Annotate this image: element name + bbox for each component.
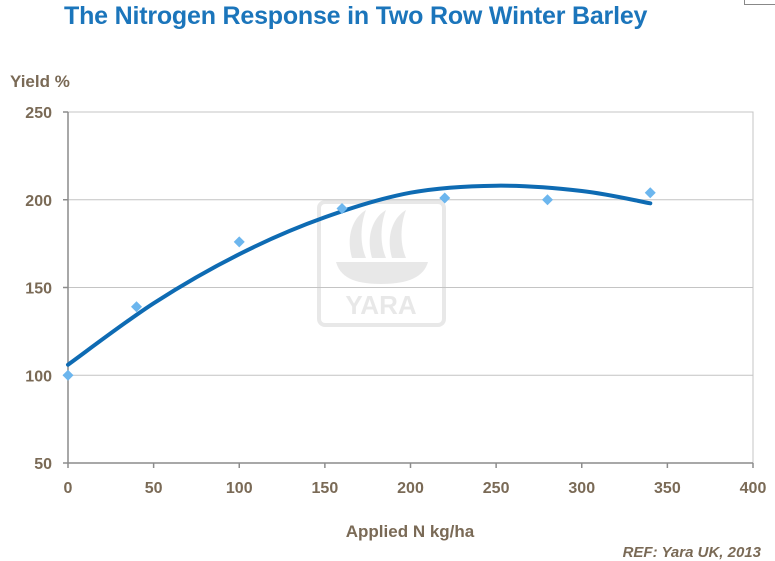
y-tick-label-150: 150 xyxy=(25,281,52,298)
y-tick-label-50: 50 xyxy=(34,456,52,473)
y-tick-label-100: 100 xyxy=(25,368,52,385)
x-tick-label-350: 350 xyxy=(654,480,681,497)
chart-title: The Nitrogen Response in Two Row Winter … xyxy=(64,2,648,30)
reference-note: REF: Yara UK, 2013 xyxy=(622,544,761,561)
corner-frame xyxy=(744,0,775,5)
x-tick-label-150: 150 xyxy=(312,480,339,497)
y-tick-label-250: 250 xyxy=(25,105,52,122)
data-point-0 xyxy=(62,369,74,381)
x-tick-label-300: 300 xyxy=(568,480,595,497)
data-point-280 xyxy=(542,194,553,206)
x-tick-label-50: 50 xyxy=(145,480,163,497)
data-point-220 xyxy=(439,192,451,204)
data-point-40 xyxy=(131,301,142,313)
trend-curve xyxy=(66,183,653,367)
y-tick-label-200: 200 xyxy=(25,193,52,210)
data-point-160 xyxy=(336,203,348,215)
x-tick-label-400: 400 xyxy=(740,480,767,497)
watermark-text: YARA xyxy=(345,290,417,320)
x-tick-label-200: 200 xyxy=(397,480,424,497)
data-point-100 xyxy=(233,236,245,248)
y-axis-label: Yield % xyxy=(10,72,70,91)
x-tick-label-100: 100 xyxy=(226,480,253,497)
data-point-340 xyxy=(644,187,656,199)
x-axis-label: Applied N kg/ha xyxy=(345,522,475,541)
x-tick-label-0: 0 xyxy=(64,480,73,497)
x-tick-label-250: 250 xyxy=(483,480,510,497)
yara-watermark-logo: YARA xyxy=(317,200,446,327)
